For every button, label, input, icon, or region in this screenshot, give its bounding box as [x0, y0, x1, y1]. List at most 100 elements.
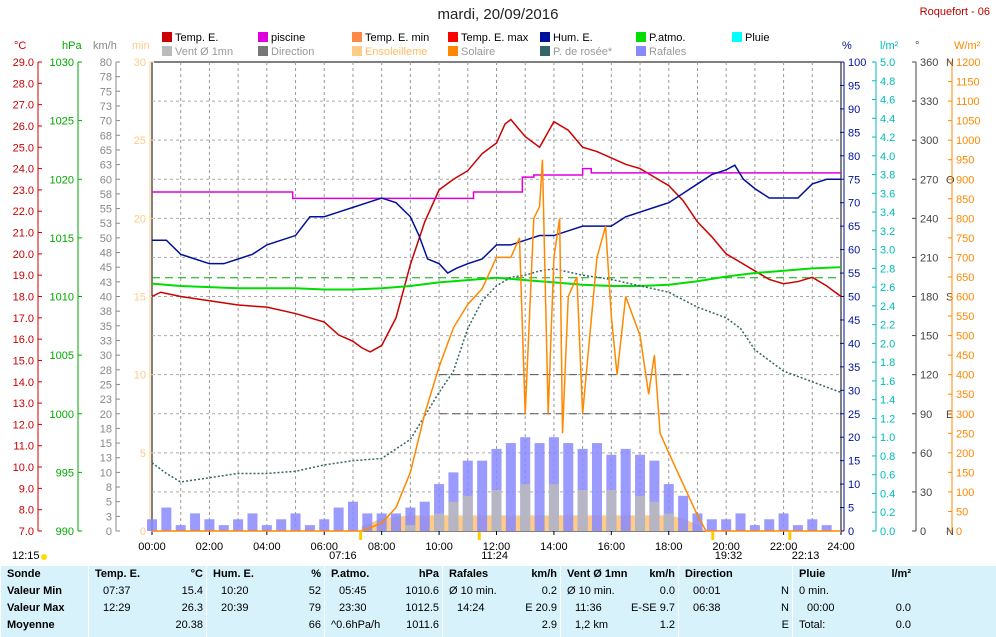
axis-tick-label: 14.0 — [13, 377, 34, 389]
axis-tick-label: 15 — [134, 292, 146, 304]
axis-tick-label: 3 — [106, 511, 112, 523]
legend-swatch — [448, 46, 458, 56]
axis-tick-label: 250 — [956, 428, 974, 440]
axis-tick-label: 25 — [100, 379, 112, 391]
chart-title: mardi, 20/09/2016 — [437, 6, 559, 23]
gust-bar — [391, 513, 402, 531]
dir-max-time: 06:38 — [693, 602, 721, 614]
patmo-min-time: 05:45 — [339, 585, 367, 597]
wind-bar — [405, 525, 416, 531]
marker-sunset-label: 19:32 — [715, 550, 743, 562]
gust-bar — [792, 525, 803, 531]
temp-min-time: 07:37 — [103, 585, 131, 597]
axis-tick-label: 22.0 — [13, 206, 34, 218]
axis-tick-label: 50 — [100, 233, 112, 245]
wind-bar — [462, 495, 473, 531]
axis-tick-label: 15 — [848, 456, 860, 468]
axis-tick-label: 700 — [956, 252, 974, 264]
axis-tick-label: 13 — [100, 453, 112, 465]
axis-tick-label: 120 — [920, 370, 938, 382]
rafales-head: Rafales — [449, 568, 489, 580]
axis-tick-label: 850 — [956, 194, 974, 206]
x-tick-label: 14:00 — [540, 541, 568, 553]
axis-tick-label: 0.4 — [880, 488, 895, 500]
pluie-unit: l/m² — [891, 568, 911, 580]
axis-tick-label: 300 — [956, 409, 974, 421]
legend-label: Solaire — [461, 46, 496, 58]
axis-tick-label: 5.0 — [880, 57, 895, 69]
axis-tick-label: 63 — [100, 160, 112, 172]
gust-bar — [678, 495, 689, 531]
wind-bar — [491, 489, 502, 531]
wind-bar — [606, 489, 617, 531]
axis-tick-label: 1.4 — [880, 395, 895, 407]
axis-tick-label: 360 — [920, 57, 938, 69]
axis-tick-label: 4.4 — [880, 113, 895, 125]
dir-min-value: N — [781, 585, 789, 597]
legend-label: Vent Ø 1mn — [175, 46, 234, 58]
axis-tick-label: 1010 — [50, 292, 74, 304]
legend-item: piscine — [258, 32, 305, 44]
axis-unit: °C — [14, 40, 26, 52]
hum-avg-value: 66 — [308, 619, 321, 631]
axis-tick-label: 10 — [848, 479, 860, 491]
axis-tick-label: 4.0 — [880, 151, 895, 163]
x-tick-label: 00:00 — [138, 541, 166, 553]
axis-tick-label: 80 — [848, 151, 860, 163]
axis-tick-label: 3.4 — [880, 207, 895, 219]
legend-swatch — [162, 46, 172, 56]
axis-tick-label: 150 — [956, 467, 974, 479]
legend-item: Temp. E. min — [352, 32, 429, 44]
x-tick-label: 02:00 — [196, 541, 224, 553]
axis-unit: l/m² — [880, 40, 899, 52]
axis-tick-label: 200 — [956, 448, 974, 460]
legend-label: Direction — [271, 46, 315, 58]
axis-tick-label: 600 — [956, 292, 974, 304]
wind-bar — [434, 513, 445, 531]
x-tick-label: 18:00 — [655, 541, 683, 553]
rafales-min-value: 0.2 — [541, 585, 557, 597]
stats-col-hum: Hum. E.% 10:20 52 20:39 79 66 — [206, 566, 325, 637]
axis-unit: min — [132, 40, 150, 52]
patmo-trend: ^0.6hPa/h — [331, 619, 381, 631]
axis-tick-label: 2.4 — [880, 301, 895, 313]
axis-tick-label: 0.0 — [880, 526, 895, 538]
gust-bar — [477, 460, 488, 531]
temp-min-value: 15.4 — [181, 585, 203, 597]
axis-tick-label: 4.8 — [880, 76, 895, 88]
legend-swatch — [258, 32, 268, 42]
stats-col-temp: Temp. E. °C 07:37 15.4 12:29 26.3 20.38 — [88, 566, 207, 637]
axis-tick-label: 18.0 — [13, 292, 34, 304]
gust-bar — [505, 443, 516, 531]
pluie-max-time: 00:00 — [807, 602, 835, 614]
station-name: Roquefort - 06 — [919, 6, 990, 18]
patmo-head: P.atmo. — [331, 568, 370, 580]
rafales-min-label: Ø 10 min. — [449, 585, 497, 597]
vent-max-value: E-SE 9.7 — [630, 602, 675, 614]
axis-unit: % — [842, 40, 852, 52]
axis-tick-label: 50 — [956, 506, 968, 518]
axis-tick-label: 24.0 — [13, 164, 34, 176]
rafales-max-time: 14:24 — [457, 602, 485, 614]
series-sunshine-area — [361, 515, 707, 531]
gust-bar — [721, 519, 732, 531]
axis-tick-label: 10 — [134, 370, 146, 382]
gust-bar — [319, 519, 330, 531]
hum-min-value: 52 — [308, 585, 321, 597]
patmo-unit: hPa — [418, 568, 439, 580]
wind-bar — [448, 501, 459, 531]
axis-tick-label: 40 — [100, 292, 112, 304]
axis-tick-label: 150 — [920, 331, 938, 343]
axis-tick-label: 950 — [956, 155, 974, 167]
legend-swatch — [540, 46, 550, 56]
stats-col-labels: Sonde Valeur Min Valeur Max Moyenne — [0, 566, 89, 637]
axis-tick-label: 85 — [848, 127, 860, 139]
axis-tick-label: 43 — [100, 277, 112, 289]
axis-tick-label: 5 — [848, 503, 854, 515]
hum-unit: % — [311, 568, 321, 580]
gust-bar — [218, 525, 229, 531]
axis-tick-label: 23.0 — [13, 185, 34, 197]
axis-tick-label: 1025 — [50, 116, 74, 128]
gust-bar — [663, 484, 674, 531]
x-tick-label: 08:00 — [368, 541, 396, 553]
